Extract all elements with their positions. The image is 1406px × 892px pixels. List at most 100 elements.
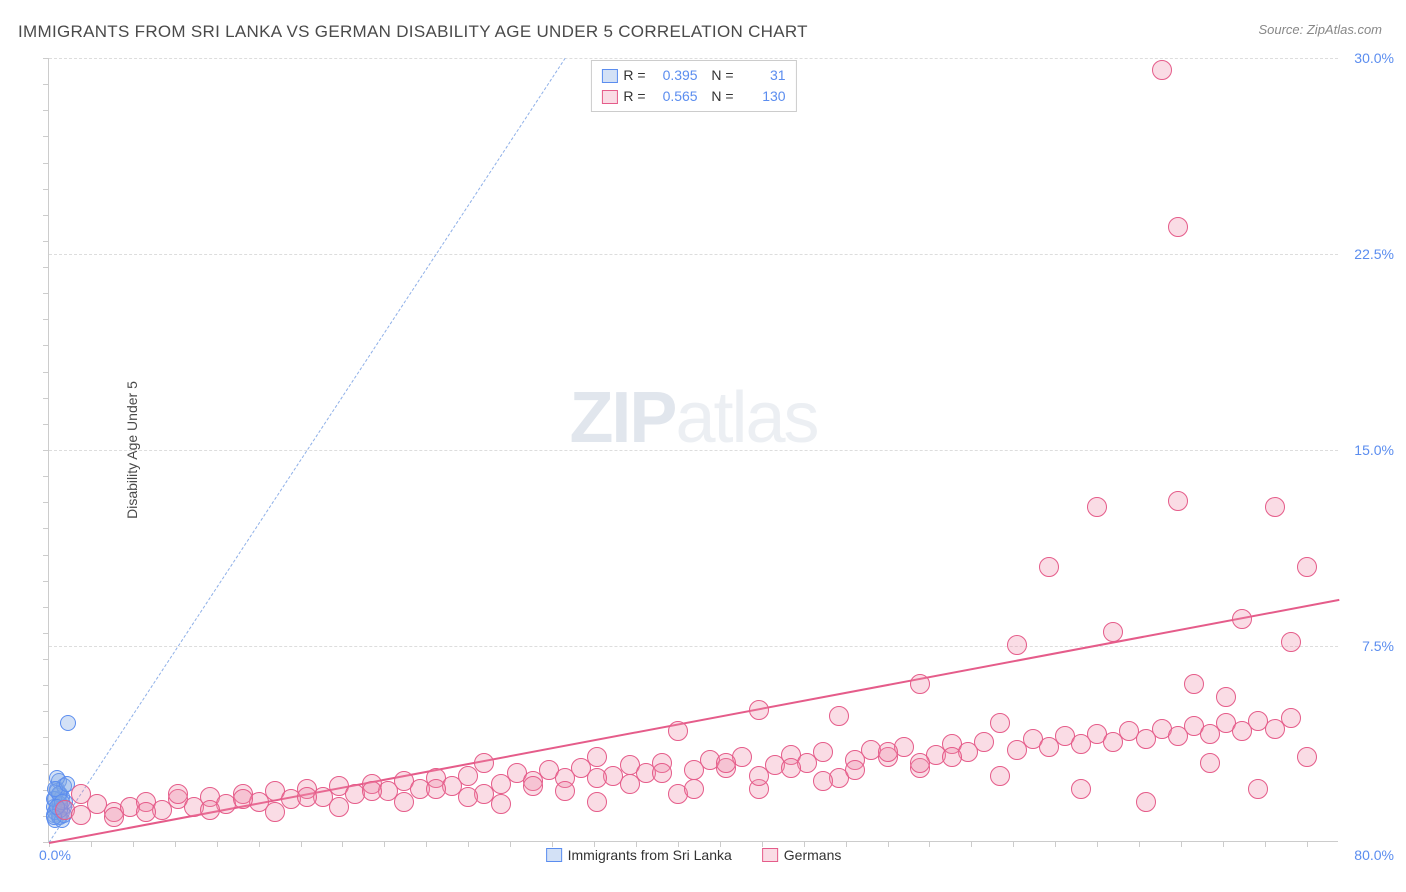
y-tick [43, 241, 49, 242]
y-tick [43, 450, 49, 451]
legend-row: R =0.565 N =130 [601, 86, 785, 107]
y-tick-label: 15.0% [1354, 442, 1394, 458]
x-axis-min-label: 0.0% [39, 847, 71, 863]
data-point [587, 768, 607, 788]
data-point [587, 792, 607, 812]
x-tick [259, 841, 260, 847]
data-point [523, 776, 543, 796]
data-point [974, 732, 994, 752]
y-tick [43, 711, 49, 712]
series-legend: Immigrants from Sri LankaGermans [546, 847, 842, 863]
y-tick [43, 555, 49, 556]
data-point [1007, 635, 1027, 655]
data-point [233, 789, 253, 809]
y-tick [43, 345, 49, 346]
x-tick [301, 841, 302, 847]
data-point [60, 715, 76, 731]
legend-swatch [546, 848, 562, 862]
y-tick [43, 189, 49, 190]
legend-n-label: N = [704, 65, 734, 86]
data-point [813, 742, 833, 762]
y-tick [43, 319, 49, 320]
y-tick [43, 737, 49, 738]
legend-r-value: 0.565 [652, 86, 698, 107]
x-tick [175, 841, 176, 847]
y-tick [43, 502, 49, 503]
data-point [1232, 609, 1252, 629]
data-point [1200, 753, 1220, 773]
data-point [1281, 632, 1301, 652]
x-tick [217, 841, 218, 847]
x-tick [510, 841, 511, 847]
x-tick [1181, 841, 1182, 847]
data-point [990, 766, 1010, 786]
data-point [668, 721, 688, 741]
y-tick [43, 424, 49, 425]
x-tick [1265, 841, 1266, 847]
data-point [990, 713, 1010, 733]
data-point [200, 800, 220, 820]
legend-row: R =0.395 N =31 [601, 65, 785, 86]
y-tick [43, 528, 49, 529]
data-point [168, 784, 188, 804]
data-point [829, 706, 849, 726]
source-attribution: Source: ZipAtlas.com [1258, 22, 1382, 37]
legend-r-label: R = [623, 65, 645, 86]
x-tick [762, 841, 763, 847]
data-point [458, 787, 478, 807]
y-tick [43, 659, 49, 660]
x-tick [971, 841, 972, 847]
data-point [1297, 747, 1317, 767]
data-point [1281, 708, 1301, 728]
y-tick [43, 136, 49, 137]
x-tick [1097, 841, 1098, 847]
data-point [1216, 687, 1236, 707]
y-tick-label: 22.5% [1354, 246, 1394, 262]
y-tick [43, 476, 49, 477]
y-tick [43, 581, 49, 582]
data-point [910, 674, 930, 694]
x-tick [804, 841, 805, 847]
data-point [426, 779, 446, 799]
data-point [781, 758, 801, 778]
y-tick [43, 110, 49, 111]
chart-plot-area: Disability Age Under 5 ZIPatlas R =0.395… [48, 58, 1338, 842]
data-point [749, 700, 769, 720]
gridline-h [49, 254, 1338, 255]
data-point [1168, 491, 1188, 511]
data-point [1039, 557, 1059, 577]
data-point [845, 760, 865, 780]
y-tick [43, 607, 49, 608]
y-tick [43, 58, 49, 59]
data-point [684, 779, 704, 799]
y-tick [43, 685, 49, 686]
data-point [71, 784, 91, 804]
data-point [104, 807, 124, 827]
data-point [362, 781, 382, 801]
x-tick [636, 841, 637, 847]
y-tick [43, 398, 49, 399]
x-tick [342, 841, 343, 847]
data-point [942, 747, 962, 767]
data-point [1152, 60, 1172, 80]
x-tick [552, 841, 553, 847]
legend-swatch [601, 69, 617, 83]
data-point [652, 763, 672, 783]
legend-n-value: 31 [740, 65, 786, 86]
x-axis-max-label: 80.0% [1354, 847, 1394, 863]
x-tick [1013, 841, 1014, 847]
correlation-legend: R =0.395 N =31R =0.565 N =130 [590, 60, 796, 112]
legend-n-value: 130 [740, 86, 786, 107]
y-tick-label: 30.0% [1354, 50, 1394, 66]
data-point [297, 787, 317, 807]
y-tick [43, 163, 49, 164]
x-tick [594, 841, 595, 847]
data-point [1297, 557, 1317, 577]
y-tick [43, 633, 49, 634]
data-point [394, 792, 414, 812]
data-point [555, 781, 575, 801]
data-point [749, 766, 769, 786]
x-tick [1223, 841, 1224, 847]
legend-swatch [762, 848, 778, 862]
data-point [910, 753, 930, 773]
